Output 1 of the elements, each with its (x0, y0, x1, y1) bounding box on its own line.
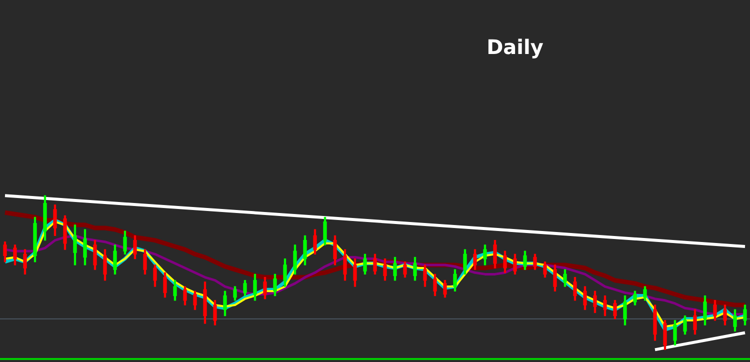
chart-title: Daily (486, 35, 544, 60)
